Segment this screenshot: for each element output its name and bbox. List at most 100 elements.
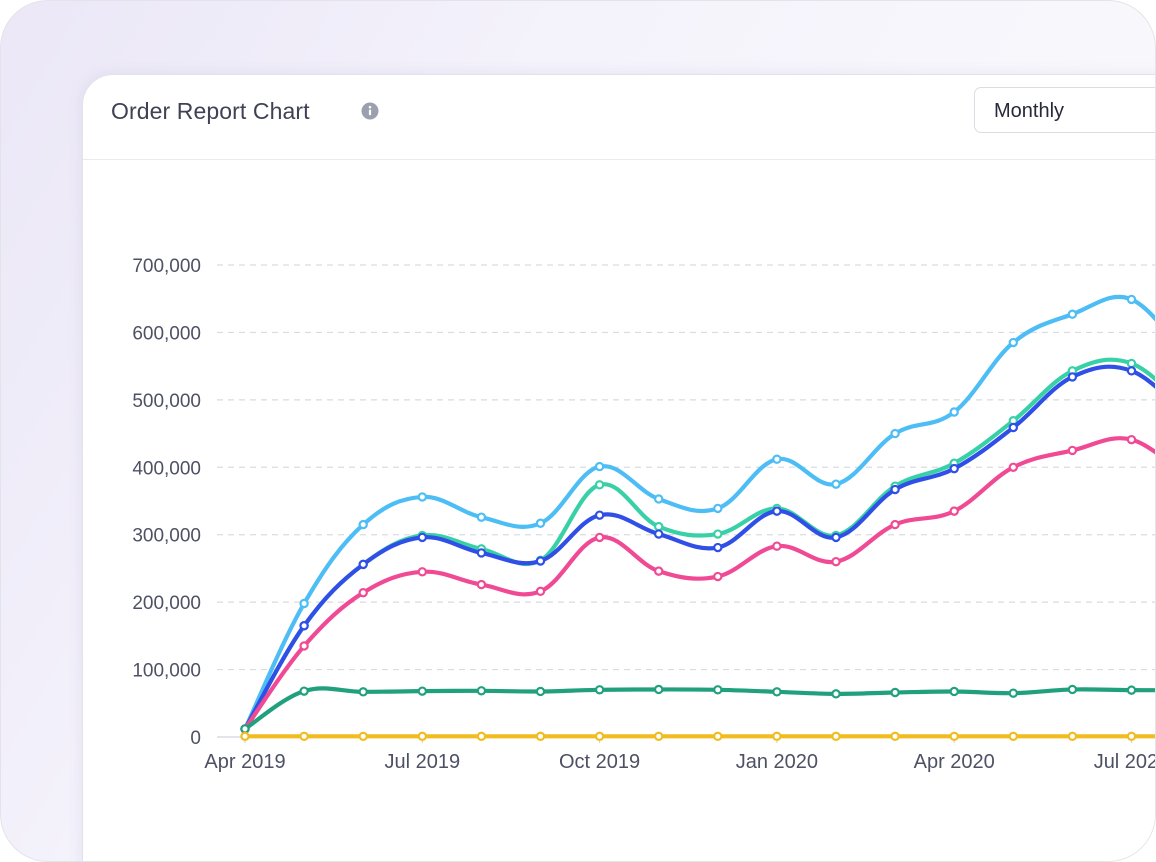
data-point[interactable]: [654, 494, 664, 504]
data-point[interactable]: [949, 463, 959, 474]
data-point[interactable]: [535, 518, 546, 528]
data-point[interactable]: [476, 731, 487, 742]
data-point[interactable]: [1008, 731, 1019, 742]
data-point[interactable]: [1067, 372, 1078, 382]
data-point[interactable]: [831, 556, 841, 567]
data-point[interactable]: [594, 461, 605, 472]
data-point[interactable]: [772, 506, 782, 516]
data-point[interactable]: [713, 571, 723, 582]
data-point[interactable]: [476, 579, 487, 590]
data-point[interactable]: [831, 479, 841, 489]
data-point[interactable]: [772, 541, 782, 551]
x-axis-ticks: Apr 2019 Jul 2019 Oct 2019 Jan 2020 Apr 2020…: [204, 737, 1155, 773]
data-point[interactable]: [949, 731, 959, 742]
data-point[interactable]: [594, 510, 605, 520]
data-point[interactable]: [535, 586, 546, 597]
data-point[interactable]: [654, 521, 664, 532]
data-point[interactable]: [890, 687, 900, 698]
x-tick-label: Apr 2019: [204, 751, 285, 773]
y-tick-label: 700,000: [132, 256, 201, 277]
series-line: [242, 364, 1155, 732]
order-report-card: Order Report Chart Monthly: [83, 75, 1155, 861]
data-point[interactable]: [417, 532, 427, 543]
x-tick-label: Apr 2020: [914, 751, 995, 773]
data-point[interactable]: [358, 559, 368, 570]
series-3: [240, 364, 1155, 734]
data-point[interactable]: [299, 641, 309, 651]
data-point[interactable]: [949, 407, 959, 417]
data-point[interactable]: [772, 731, 782, 742]
data-point[interactable]: [358, 687, 368, 697]
data-point[interactable]: [240, 724, 250, 734]
data-point[interactable]: [1008, 422, 1019, 433]
y-tick-label: 400,000: [132, 458, 201, 479]
data-point[interactable]: [594, 731, 605, 742]
data-point[interactable]: [890, 731, 900, 742]
data-point[interactable]: [713, 731, 723, 742]
data-point[interactable]: [1126, 434, 1137, 445]
data-point[interactable]: [417, 731, 427, 742]
data-point[interactable]: [1126, 685, 1137, 695]
series-line: [242, 686, 1155, 732]
data-point[interactable]: [299, 686, 309, 696]
data-point[interactable]: [713, 503, 723, 514]
data-point[interactable]: [594, 685, 605, 695]
data-point[interactable]: [654, 684, 664, 695]
data-point[interactable]: [358, 588, 368, 598]
data-point[interactable]: [1008, 688, 1019, 698]
data-point[interactable]: [772, 454, 782, 464]
period-select[interactable]: Monthly: [974, 87, 1155, 133]
data-point[interactable]: [772, 687, 782, 697]
data-point[interactable]: [417, 686, 427, 696]
data-point[interactable]: [654, 566, 664, 576]
data-point[interactable]: [1067, 445, 1078, 456]
data-point[interactable]: [299, 731, 309, 742]
series-line: [242, 436, 1155, 732]
data-point[interactable]: [535, 731, 546, 742]
data-point[interactable]: [1126, 366, 1137, 376]
data-point[interactable]: [1067, 309, 1078, 319]
data-point[interactable]: [831, 532, 841, 543]
x-tick-label: Jul 2019: [384, 751, 460, 773]
series-6: [240, 731, 1155, 742]
data-point[interactable]: [476, 548, 487, 558]
data-point[interactable]: [949, 506, 959, 516]
data-point[interactable]: [890, 428, 900, 439]
data-point[interactable]: [535, 556, 546, 566]
data-point[interactable]: [713, 529, 723, 539]
data-point[interactable]: [594, 480, 605, 490]
info-icon[interactable]: [361, 102, 379, 120]
data-point[interactable]: [713, 685, 723, 695]
data-point[interactable]: [831, 731, 841, 742]
data-point[interactable]: [890, 519, 900, 530]
data-point[interactable]: [713, 542, 723, 553]
data-point[interactable]: [890, 484, 900, 495]
data-point[interactable]: [949, 686, 959, 697]
data-point[interactable]: [476, 686, 487, 696]
data-point[interactable]: [417, 567, 427, 577]
data-point[interactable]: [654, 731, 664, 742]
data-point[interactable]: [476, 512, 487, 522]
data-point[interactable]: [1008, 337, 1019, 348]
y-tick-label: 500,000: [132, 391, 201, 412]
data-point[interactable]: [358, 731, 368, 742]
data-point[interactable]: [831, 689, 841, 699]
data-point[interactable]: [535, 686, 546, 697]
data-point[interactable]: [594, 532, 605, 543]
data-point[interactable]: [1126, 358, 1137, 369]
data-point[interactable]: [1008, 462, 1019, 472]
data-point[interactable]: [1067, 684, 1078, 695]
data-point[interactable]: [299, 621, 309, 631]
data-point[interactable]: [654, 529, 664, 539]
data-point[interactable]: [417, 492, 427, 502]
data-point[interactable]: [358, 519, 368, 530]
data-point[interactable]: [240, 731, 250, 742]
data-point[interactable]: [299, 598, 309, 609]
y-tick-label: 100,000: [132, 661, 201, 682]
data-point[interactable]: [1126, 731, 1137, 742]
data-point[interactable]: [1067, 731, 1078, 742]
data-point[interactable]: [1126, 294, 1137, 305]
series-line: [242, 357, 1155, 732]
y-tick-label: 0: [190, 728, 201, 749]
